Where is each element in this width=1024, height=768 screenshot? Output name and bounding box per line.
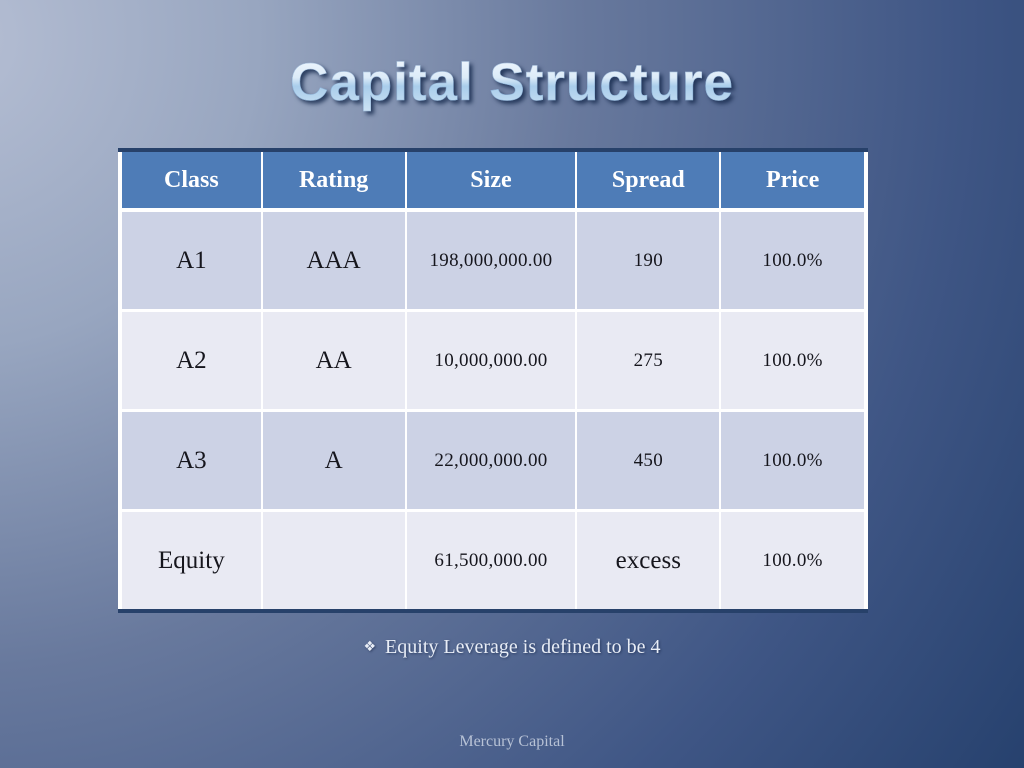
column-header-class: Class <box>120 152 263 212</box>
footer-company-name: Mercury Capital <box>459 733 565 750</box>
slide-title: Capital Structure <box>0 52 1024 113</box>
table-row-a2: A2 AA 10,000,000.00 275 100.0% <box>120 310 866 412</box>
cell-size: 198,000,000.00 <box>405 210 578 312</box>
cell-rating: A <box>261 410 407 512</box>
column-header-spread: Spread <box>576 152 722 212</box>
cell-price: 100.0% <box>720 310 866 412</box>
cell-class: A1 <box>120 210 263 312</box>
cell-size: 61,500,000.00 <box>405 510 578 609</box>
table-header-row: Class Rating Size Spread Price <box>120 152 866 212</box>
cell-price: 100.0% <box>720 510 866 609</box>
cell-spread: 190 <box>576 210 722 312</box>
bullet-text: Equity Leverage is defined to be 4 <box>385 636 661 658</box>
cell-size: 10,000,000.00 <box>405 310 578 412</box>
table-row-a3: A3 A 22,000,000.00 450 100.0% <box>120 410 866 512</box>
capital-structure-table: Class Rating Size Spread Price A1 AAA 19… <box>118 152 868 609</box>
cell-class: A2 <box>120 310 263 412</box>
column-header-rating: Rating <box>261 152 407 212</box>
cell-spread: 450 <box>576 410 722 512</box>
cell-price: 100.0% <box>720 410 866 512</box>
table-row-equity: Equity 61,500,000.00 excess 100.0% <box>120 510 866 609</box>
bullet-diamond-icon: ❖ <box>363 639 377 655</box>
column-header-price: Price <box>720 152 866 212</box>
cell-size: 22,000,000.00 <box>405 410 578 512</box>
capital-structure-table-frame: Class Rating Size Spread Price A1 AAA 19… <box>118 148 868 613</box>
cell-spread: 275 <box>576 310 722 412</box>
column-header-size: Size <box>405 152 578 212</box>
table-row-a1: A1 AAA 198,000,000.00 190 100.0% <box>120 210 866 312</box>
cell-rating <box>261 510 407 609</box>
cell-class: A3 <box>120 410 263 512</box>
cell-spread: excess <box>576 510 722 609</box>
cell-rating: AAA <box>261 210 407 312</box>
cell-price: 100.0% <box>720 210 866 312</box>
cell-class: Equity <box>120 510 263 609</box>
cell-rating: AA <box>261 310 407 412</box>
bullet-point: ❖ Equity Leverage is defined to be 4 <box>0 636 1024 659</box>
